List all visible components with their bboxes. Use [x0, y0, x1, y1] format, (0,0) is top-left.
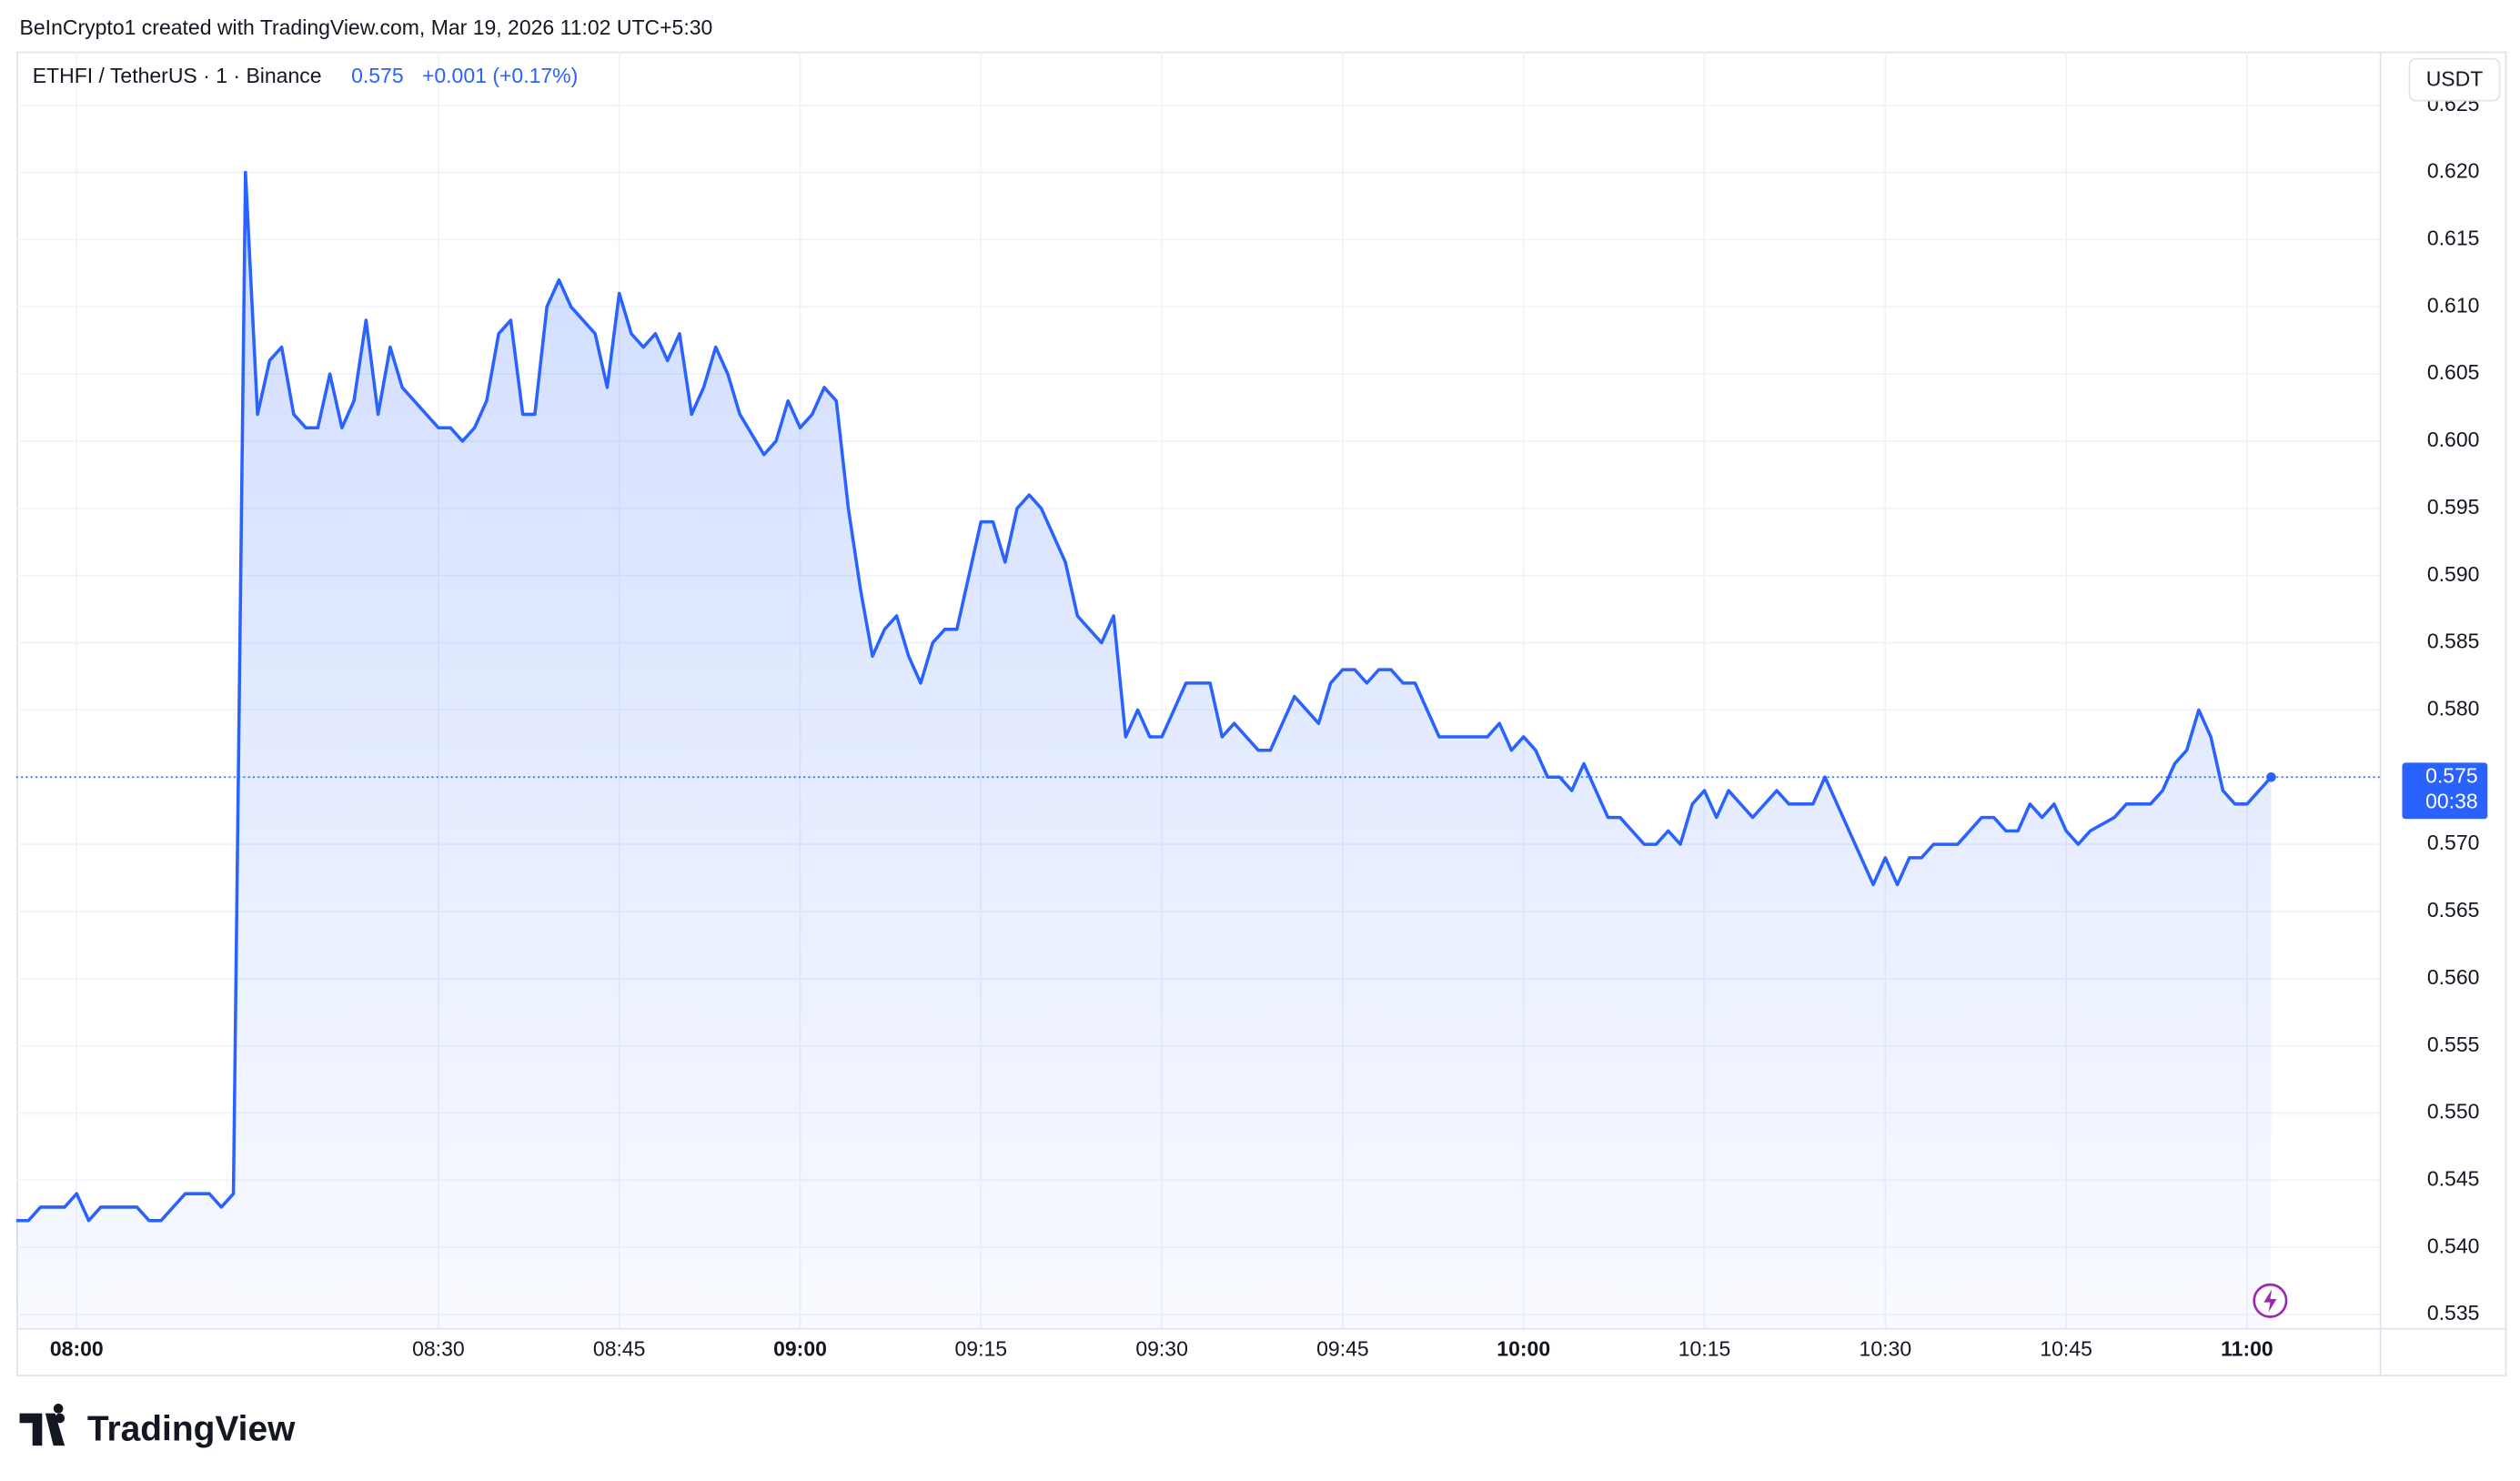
- plot: [16, 170, 2276, 1328]
- event-bolt: [2263, 1289, 2277, 1313]
- logo-dot: [55, 1413, 66, 1424]
- x-tick-label: 10:30: [1860, 1337, 1912, 1361]
- logo: TradingView: [19, 1404, 296, 1448]
- y-tick-label: 0.605: [2427, 360, 2480, 384]
- y-tick-label: 0.540: [2427, 1234, 2480, 1257]
- logo-icon: [19, 1404, 66, 1446]
- y-tick-label: 0.565: [2427, 898, 2480, 922]
- y-tick-label: 0.585: [2427, 630, 2480, 653]
- y-tick-label: 0.550: [2427, 1100, 2480, 1123]
- header-price: 0.575: [351, 64, 404, 87]
- y-tick-label: 0.590: [2427, 562, 2480, 586]
- y-tick-label: 0.570: [2427, 831, 2480, 854]
- x-tick-label: 08:30: [412, 1337, 465, 1361]
- header-change: +0.001 (+0.17%): [422, 64, 578, 87]
- x-tick-label: 10:15: [1678, 1337, 1731, 1361]
- y-tick-label: 0.535: [2427, 1301, 2480, 1325]
- axes: 0.535 0.540 0.545 0.550 0.555 0.560 0.565 0.570…: [50, 92, 2480, 1361]
- price-tag-countdown: 00:38: [2425, 790, 2478, 813]
- header: BeInCrypto1 created with TradingView.com…: [20, 15, 713, 39]
- x-tick-label: 10:00: [1497, 1337, 1550, 1361]
- price-tag: [2402, 762, 2488, 820]
- unit-label[interactable]: USDT: [2426, 67, 2484, 91]
- last-point: [2266, 771, 2276, 782]
- y-tick-label: 0.560: [2427, 965, 2480, 989]
- price-line: [16, 170, 2273, 1223]
- x-tick-label: 10:45: [2040, 1337, 2092, 1361]
- x-tick-label: 09:30: [1135, 1337, 1188, 1361]
- symbol-title: ETHFI / TetherUS · 1 · Binance: [33, 64, 322, 87]
- y-tick-label: 0.580: [2427, 696, 2480, 720]
- x-tick-label: 09:45: [1316, 1337, 1369, 1361]
- y-tick-label: 0.620: [2427, 159, 2480, 183]
- y-tick-label: 0.615: [2427, 227, 2480, 250]
- x-tick-label: 08:45: [593, 1337, 646, 1361]
- y-tick-label: 0.545: [2427, 1166, 2480, 1190]
- x-tick-label: 09:00: [773, 1337, 827, 1361]
- y-tick-label: 0.595: [2427, 495, 2480, 519]
- x-tick-label: 09:15: [955, 1337, 1008, 1361]
- x-tick-label: 11:00: [2221, 1337, 2273, 1361]
- y-tick-label: 0.610: [2427, 293, 2480, 317]
- unit-button[interactable]: [2408, 57, 2501, 102]
- x-tick-label: 08:00: [50, 1337, 104, 1361]
- chart-frame: [16, 51, 2507, 1376]
- logo-text: TradingView: [87, 1409, 296, 1448]
- y-tick-label: 0.600: [2427, 428, 2480, 451]
- price-tag-value: 0.575: [2425, 763, 2478, 787]
- y-tick-label: 0.555: [2427, 1033, 2480, 1056]
- area: [16, 172, 2272, 1328]
